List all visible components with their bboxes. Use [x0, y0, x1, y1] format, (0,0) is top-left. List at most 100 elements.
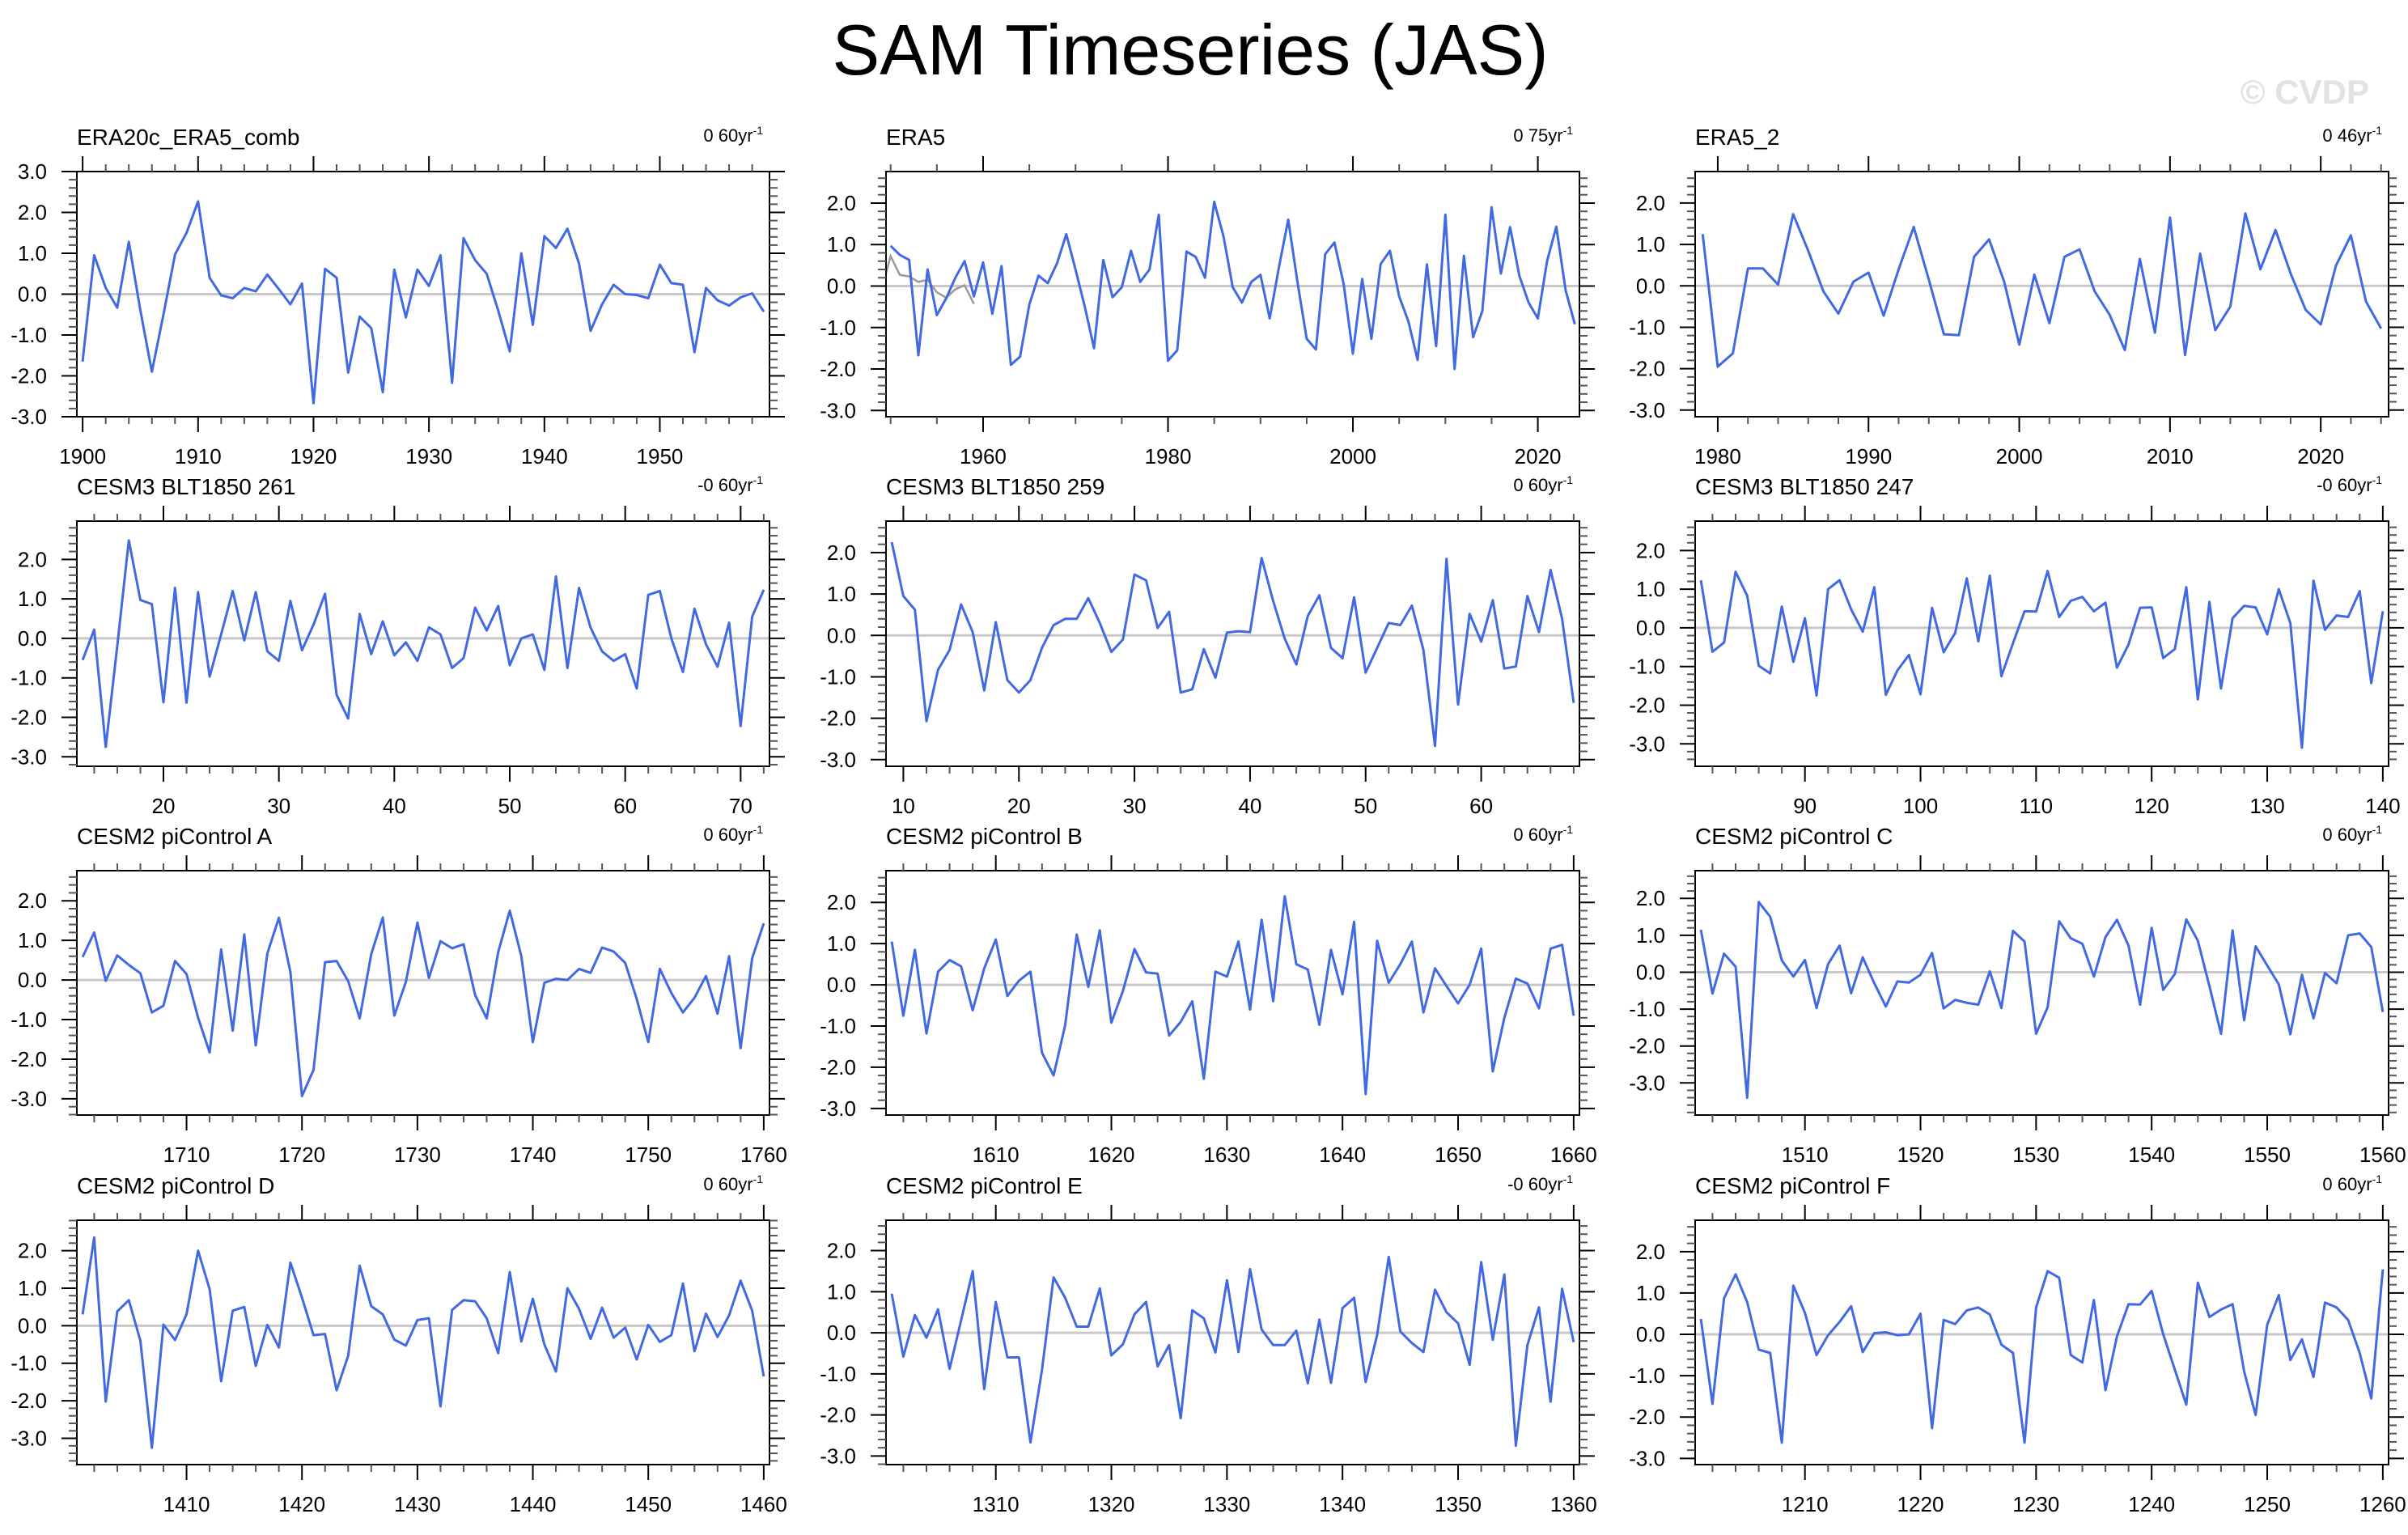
- y-tick-label: -2.0: [1629, 357, 1665, 381]
- y-tick-label: 1.0: [1636, 232, 1665, 257]
- y-tick-label: -3.0: [11, 405, 47, 429]
- x-tick-label: 1630: [1203, 1143, 1250, 1167]
- y-tick-label: -1.0: [1629, 1363, 1665, 1388]
- panel-title: ERA20c_ERA5_comb: [77, 125, 299, 150]
- trend-label: 0 60yr-1: [703, 124, 763, 146]
- x-tick-label: 90: [1793, 794, 1817, 818]
- x-tick-label: 1460: [740, 1492, 787, 1516]
- x-tick-label: 40: [1238, 794, 1261, 818]
- sam-series-line: [1699, 1269, 2385, 1444]
- y-tick-label: 1.0: [18, 1276, 47, 1300]
- y-tick-label: -3.0: [11, 1087, 47, 1111]
- x-tick-label: 50: [498, 794, 522, 818]
- sam-series-line: [81, 200, 765, 405]
- trend-exponent: -1: [1563, 473, 1574, 486]
- y-tick-label: 2.0: [1636, 538, 1665, 562]
- timeseries-panel: -3.0 -2.0 -1.0 0.0 1.0 2.0 1610 1620 1630 1640 165…: [820, 823, 1597, 1167]
- y-tick-label: -1.0: [820, 316, 856, 340]
- y-tick-label: 2.0: [1636, 1240, 1665, 1264]
- y-tick-label: -2.0: [820, 357, 856, 381]
- y-tick-label: 2.0: [827, 191, 856, 215]
- timeseries-panel: -3.0 -2.0 -1.0 0.0 1.0 2.0 1710 1720 1730 1740 175…: [11, 823, 787, 1167]
- sam-series-line: [81, 909, 765, 1097]
- sam-series-line: [890, 541, 1575, 748]
- y-tick-label: 0.0: [18, 968, 47, 992]
- timeseries-panel: -3.0 -2.0 -1.0 0.0 1.0 2.0 3.0 1900 1910 1920 1930…: [11, 124, 785, 469]
- trend-value: 0 60yr: [1513, 825, 1562, 845]
- y-tick-label: 3.0: [18, 159, 47, 184]
- plot-frame: [1694, 1219, 2389, 1465]
- y-tick-label: 2.0: [1636, 191, 1665, 215]
- x-tick-label: 1310: [973, 1492, 1020, 1516]
- y-tick-label: -2.0: [11, 705, 47, 729]
- x-tick-label: 20: [152, 794, 176, 818]
- y-tick-label: 0.0: [18, 1313, 47, 1338]
- x-tick-label: 110: [2020, 794, 2053, 818]
- x-tick-label: 30: [1123, 794, 1147, 818]
- x-tick-label: 1250: [2244, 1492, 2291, 1516]
- trend-value: 0 75yr: [1513, 125, 1562, 146]
- x-tick-label: 1450: [625, 1492, 672, 1516]
- x-tick-label: 70: [729, 794, 752, 818]
- trend-value: 0 60yr: [703, 825, 752, 845]
- x-tick-label: 2020: [1515, 444, 1562, 469]
- panel-grid: -3.0 -2.0 -1.0 0.0 1.0 2.0 3.0 1900 1910 1920 1930…: [11, 124, 2406, 1516]
- y-tick-label: -1.0: [11, 323, 47, 347]
- sam-series-line: [890, 1255, 1575, 1448]
- y-tick-label: -2.0: [1629, 693, 1665, 717]
- y-tick-label: -2.0: [1629, 1034, 1665, 1058]
- y-tick-label: -1.0: [820, 1362, 856, 1386]
- x-tick-label: 1560: [2359, 1143, 2406, 1167]
- timeseries-panel: -3.0 -2.0 -1.0 0.0 1.0 2.0 1410 1420 1430 1440 145…: [11, 1172, 787, 1516]
- trend-label: 0 60yr-1: [1513, 823, 1573, 845]
- trend-value: 0 60yr: [703, 1174, 752, 1194]
- x-tick-label: 1330: [1203, 1492, 1250, 1516]
- y-tick-label: 0.0: [1636, 1322, 1665, 1346]
- sam-series-line: [889, 200, 1576, 371]
- x-tick-label: 1740: [510, 1143, 557, 1167]
- plot-frame: [885, 870, 1580, 1116]
- trend-exponent: -1: [2372, 1172, 2383, 1185]
- y-tick-label: 2.0: [827, 541, 856, 565]
- trend-value: 0 60yr: [1513, 475, 1562, 495]
- x-tick-label: 2000: [1329, 444, 1376, 469]
- x-tick-label: 1260: [2359, 1492, 2406, 1516]
- y-tick-label: -3.0: [11, 744, 47, 769]
- timeseries-panel: -3.0 -2.0 -1.0 0.0 1.0 2.0 1510 1520 1530 1540 155…: [1629, 823, 2406, 1167]
- y-tick-label: -3.0: [820, 1096, 856, 1121]
- y-tick-label: -1.0: [1629, 655, 1665, 679]
- panel-title: CESM2 piControl C: [1695, 824, 1893, 849]
- x-tick-label: 1350: [1435, 1492, 1482, 1516]
- x-tick-label: 1650: [1435, 1143, 1482, 1167]
- y-tick-label: 2.0: [827, 890, 856, 914]
- x-tick-label: 2000: [1996, 444, 2043, 469]
- x-tick-label: 1930: [405, 444, 452, 469]
- x-tick-label: 1430: [394, 1492, 441, 1516]
- y-tick-label: -2.0: [820, 1403, 856, 1427]
- timeseries-panel: -3.0 -2.0 -1.0 0.0 1.0 2.0 10 20 30 40 50 60 CESM3 B…: [820, 473, 1595, 818]
- y-tick-label: 2.0: [18, 1239, 47, 1263]
- x-tick-label: 1610: [973, 1143, 1020, 1167]
- panel-title: CESM3 BLT1850 247: [1695, 474, 1914, 499]
- panel-title: CESM2 piControl D: [77, 1173, 274, 1198]
- plot-frame: [885, 520, 1580, 767]
- y-tick-label: -1.0: [11, 1351, 47, 1376]
- x-tick-label: 1550: [2244, 1143, 2291, 1167]
- y-tick-label: -3.0: [820, 398, 856, 422]
- panel-title: ERA5_2: [1695, 125, 1779, 150]
- y-tick-label: 1.0: [18, 587, 47, 611]
- panel-title: CESM3 BLT1850 259: [886, 474, 1104, 499]
- y-tick-label: 0.0: [1636, 274, 1665, 298]
- trend-exponent: -1: [1563, 1172, 1574, 1185]
- sam-series-line: [1701, 212, 2383, 368]
- trend-label: 0 46yr-1: [2322, 124, 2382, 146]
- x-tick-label: 1540: [2128, 1143, 2175, 1167]
- trend-value: -0 60yr: [697, 475, 752, 495]
- x-tick-label: 140: [2365, 794, 2400, 818]
- y-tick-label: 0.0: [1636, 960, 1665, 984]
- y-tick-label: -3.0: [11, 1427, 47, 1451]
- plot-frame: [885, 1219, 1580, 1465]
- trend-exponent: -1: [753, 124, 764, 137]
- x-tick-label: 1440: [510, 1492, 557, 1516]
- y-tick-label: 2.0: [18, 888, 47, 913]
